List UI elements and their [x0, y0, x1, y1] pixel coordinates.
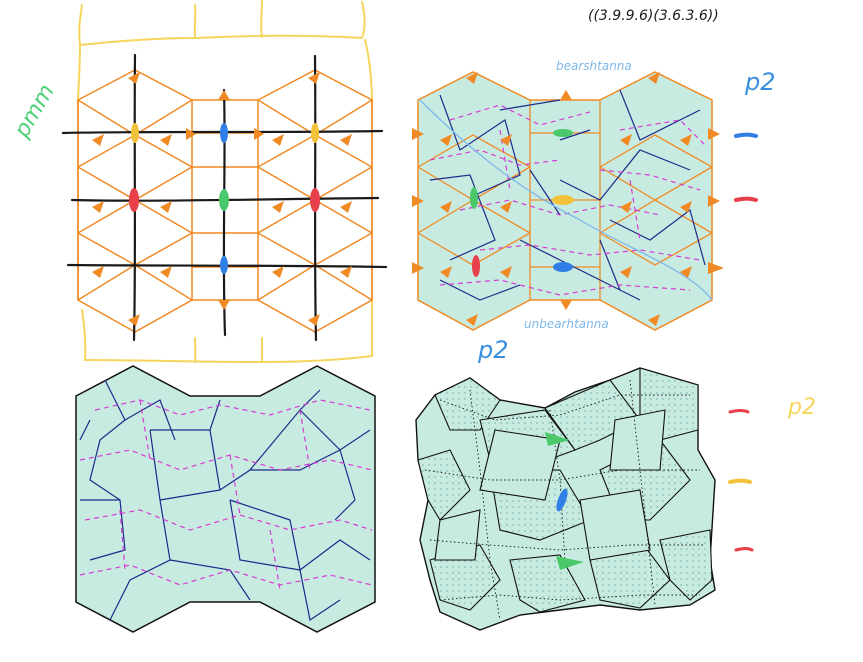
top-scribble: bearshtanna: [556, 59, 632, 73]
red-legend-marker: [734, 547, 754, 552]
red-rotation-marker: [310, 188, 320, 212]
bottom-scribble: unbearhtanna: [524, 317, 609, 331]
p2-bottom-right-label: p2: [787, 395, 816, 420]
symmetry-grid-panel: pmm: [9, 0, 388, 364]
rotation-markers: [129, 123, 320, 274]
green-rotation-marker: [553, 129, 573, 137]
green-rotation-marker: [556, 556, 584, 570]
yellow-rotation-marker: [131, 123, 139, 143]
green-rotation-marker: [219, 189, 229, 211]
p2-top-right-label: p2: [744, 68, 776, 96]
crease-lines-blue: [79, 379, 371, 621]
legend-bottom: p2: [728, 395, 816, 552]
p2-under-panel: p2: [477, 336, 509, 364]
crease-pattern-panel: [75, 365, 376, 633]
pmm-label: pmm: [9, 80, 60, 143]
yellow-legend-marker: [728, 478, 752, 484]
blue-rotation-marker: [556, 488, 568, 512]
green-rotation-marker: [470, 187, 478, 209]
red-legend-marker: [734, 196, 758, 202]
blue-rotation-marker: [220, 256, 228, 274]
red-rotation-marker: [129, 188, 139, 212]
crease-pattern-overlay-panel: bearshtanna unbearhtanna p2: [412, 59, 724, 364]
folded-model-panel: [415, 367, 716, 631]
blue-legend-marker: [734, 132, 758, 138]
crease-lines-blue: [429, 89, 706, 301]
blue-rotation-marker: [553, 262, 573, 272]
green-rotation-marker: [545, 432, 570, 446]
crease-lines-magenta: [79, 399, 373, 591]
title-notation: ((3.9.9.6)(3.6.3.6)): [588, 8, 719, 24]
yellow-rotation-marker: [311, 123, 319, 143]
blue-rotation-marker: [220, 123, 228, 143]
red-legend-marker: [728, 409, 750, 414]
glide-arrows: [92, 72, 352, 326]
yellow-rotation-marker: [552, 195, 574, 205]
yellow-sketch-lines: [77, 0, 373, 364]
legend-top: ((3.9.9.6)(3.6.3.6)) p2: [588, 8, 776, 202]
flaps: [417, 367, 713, 613]
red-rotation-marker: [472, 255, 480, 277]
